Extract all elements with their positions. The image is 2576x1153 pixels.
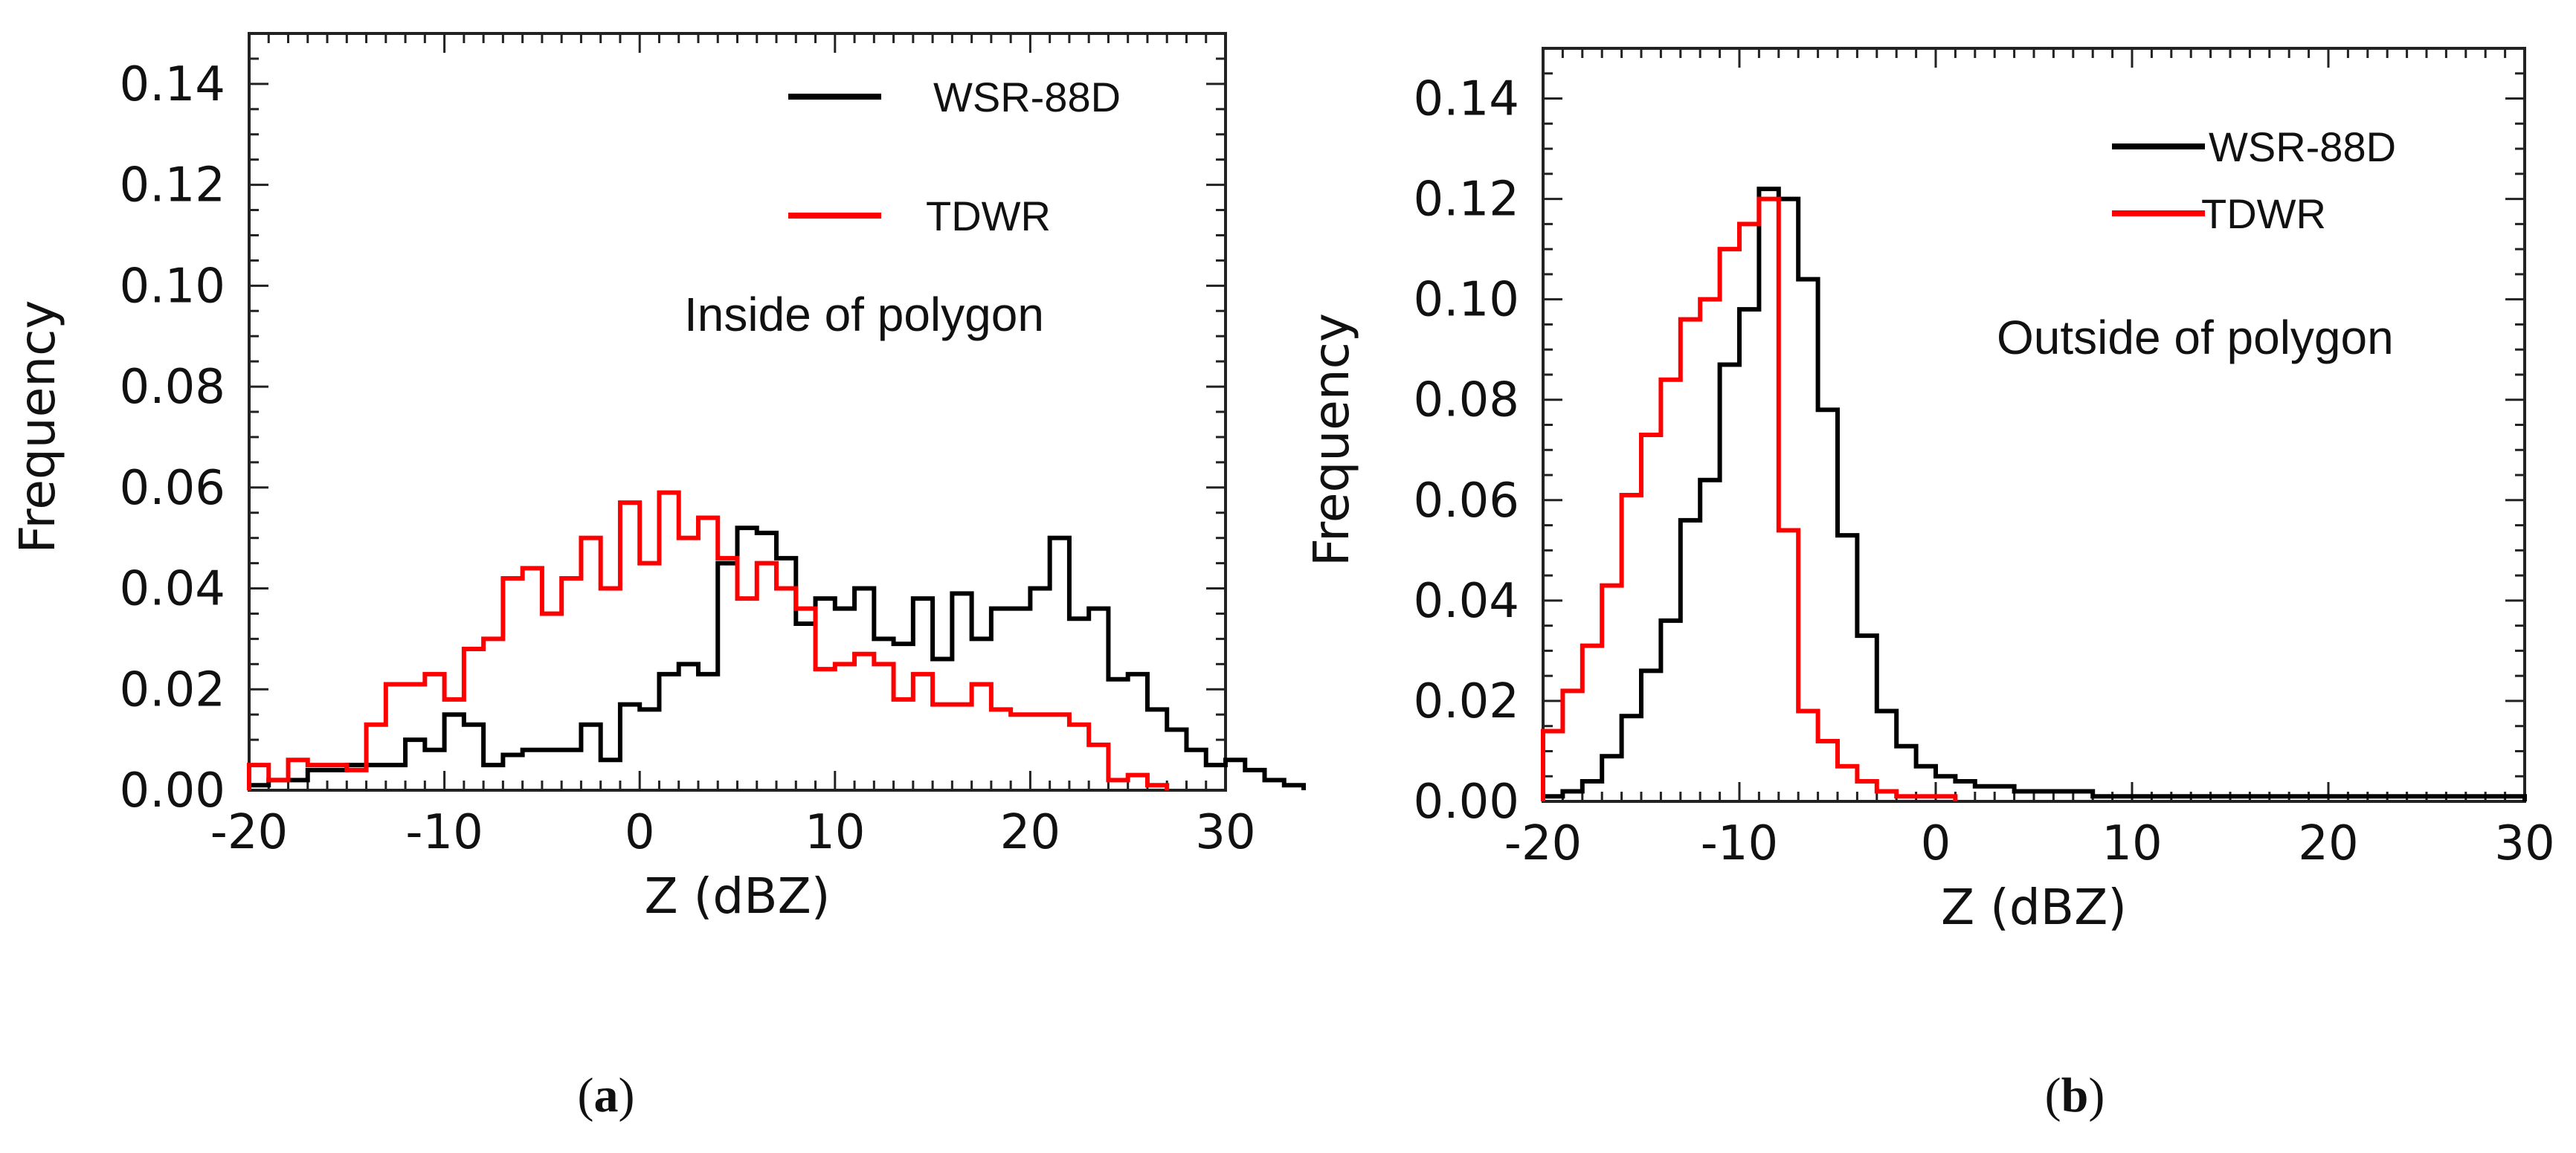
y-tick-label: 0.06 [1414,474,1520,529]
y-tick-label: 0.00 [120,763,226,818]
legend: WSR-88D TDWR [2112,123,2396,237]
x-tick-label: 30 [2494,816,2554,871]
x-tick-label: 20 [2298,816,2358,871]
y-tick-label: 0.04 [1414,574,1520,629]
series-line-tdwr [247,490,1170,790]
chart-panel-a: -20 -10 0 10 20 30 0.000.020.040.060.080.100.… [9,32,1307,1123]
y-tick-label: 0.10 [1414,273,1520,328]
panel-caption: (b) [2045,1068,2105,1123]
legend-label-tdwr: TDWR [926,193,1051,239]
series-line-tdwr [1541,196,1958,801]
x-tick-label: 0 [625,805,655,860]
y-tick-labels: 0.00 0.02 0.04 0.06 0.08 0.10 0.12 0.14 [1414,72,1520,830]
y-tick-label: 0.04 [120,562,226,617]
y-tick-label: 0.08 [120,360,226,415]
panel-caption: (a) [578,1068,635,1123]
x-tick-label: 0 [1921,816,1951,871]
y-tick-labels: 0.00 0.02 0.04 0.06 0.08 0.10 0.12 0.14 [120,57,226,818]
legend-label-wsr88d: WSR-88D [2209,123,2396,170]
y-tick-label: 0.12 [120,158,226,213]
y-tick-label: 0.00 [1414,775,1520,830]
panel-caption-letter: b [2061,1068,2089,1123]
y-axis-title: Frequency [1303,313,1360,566]
histogram-series [1541,187,2527,801]
x-tick-label: 10 [805,805,865,860]
x-axis-title: Z (dBZ) [644,868,830,925]
panel-annotation: Inside of polygon [684,288,1044,341]
axis-ticks [248,32,1227,792]
panel-caption-letter: a [594,1068,619,1123]
series-line-wsr88d [1541,187,2527,801]
y-tick-label: 0.02 [1414,674,1520,729]
histogram-series [247,490,1307,790]
x-tick-labels: -20 -10 0 10 20 30 [210,805,1256,860]
series-line-wsr88d [247,526,1307,790]
y-tick-label: 0.10 [120,259,226,314]
y-tick-label: 0.14 [1414,72,1520,127]
x-tick-label: 10 [2102,816,2162,871]
x-axis-title: Z (dBZ) [1941,879,2127,936]
y-tick-label: 0.08 [1414,373,1520,428]
y-tick-label: 0.06 [120,461,226,516]
y-tick-label: 0.12 [1414,172,1520,227]
x-tick-labels: -20 -10 0 10 20 30 [1504,816,2555,871]
chart-panel-b: -20 -10 0 10 20 30 0.000.020.040.060.080.100.… [1303,47,2555,1123]
x-tick-label: 30 [1195,805,1255,860]
x-tick-label: -20 [1504,816,1582,871]
legend-label-wsr88d: WSR-88D [933,74,1121,120]
plot-frame [248,32,1227,792]
y-tick-label: 0.02 [120,662,226,717]
x-tick-label: 20 [1000,805,1060,860]
x-tick-label: -20 [210,805,289,860]
panel-annotation: Outside of polygon [1997,311,2394,364]
y-axis-title: Frequency [9,300,66,554]
y-tick-label: 0.14 [120,57,226,112]
legend-label-tdwr: TDWR [2201,190,2326,237]
x-tick-label: -10 [405,805,483,860]
x-tick-label: -10 [1701,816,1779,871]
legend: WSR-88D TDWR [788,74,1121,239]
